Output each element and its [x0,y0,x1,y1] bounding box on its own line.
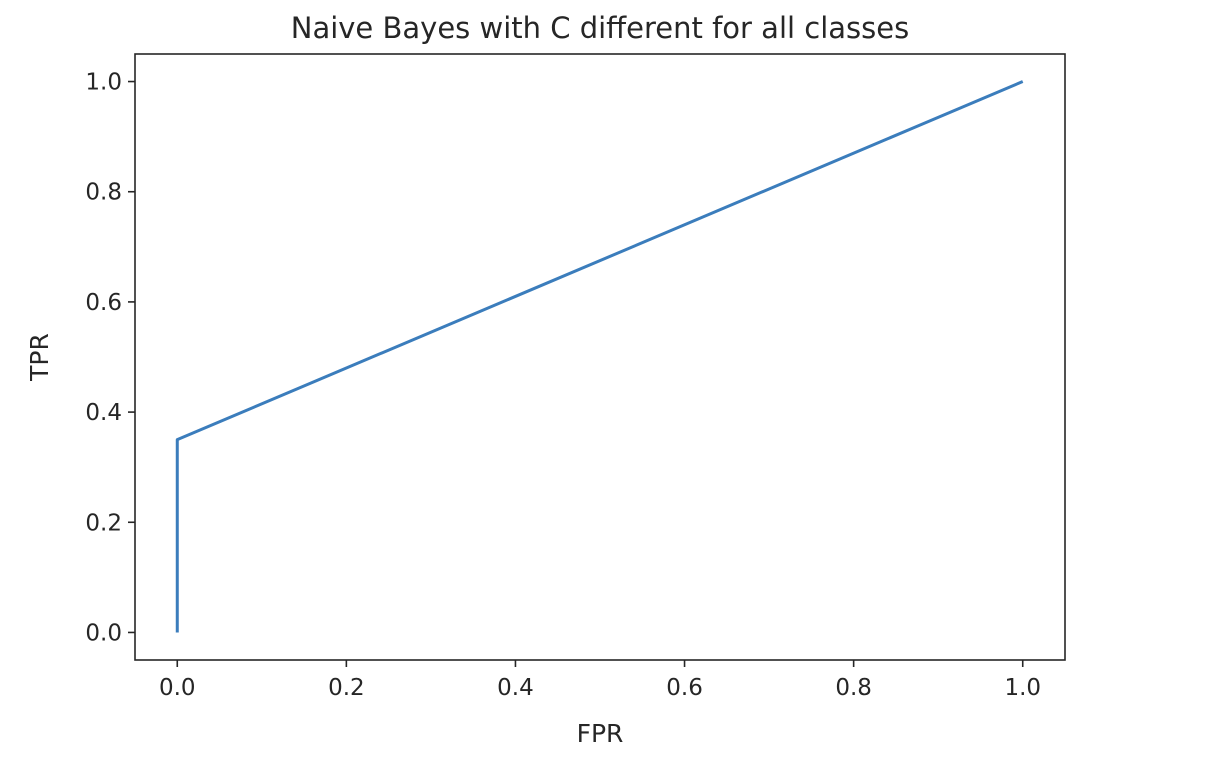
x-axis-ticks: 0.0 0.2 0.4 0.6 0.8 1.0 [159,660,1041,701]
y-tick-label: 0.2 [85,510,122,536]
series-layer [175,80,1024,633]
y-tick-label: 0.6 [85,290,122,316]
x-tick-label: 0.4 [497,675,534,701]
y-tick-label: 0.8 [85,180,122,206]
y-tick-label: 0.0 [85,620,122,646]
y-axis-ticks: 0.0 0.2 0.4 0.6 0.8 1.0 [85,70,135,646]
roc-curve-line [175,80,1024,633]
chart-title: Naive Bayes with C different for all cla… [291,11,909,45]
x-tick-label: 0.0 [159,675,196,701]
y-tick-label: 0.4 [85,400,122,426]
x-axis-label: FPR [577,719,624,748]
y-axis-label: TPR [25,333,54,382]
plot-area [134,53,1066,661]
x-tick-label: 0.6 [666,675,703,701]
x-tick-label: 0.8 [835,675,872,701]
x-tick-label: 0.2 [328,675,365,701]
y-tick-label: 1.0 [85,70,122,96]
x-tick-label: 1.0 [1004,675,1041,701]
